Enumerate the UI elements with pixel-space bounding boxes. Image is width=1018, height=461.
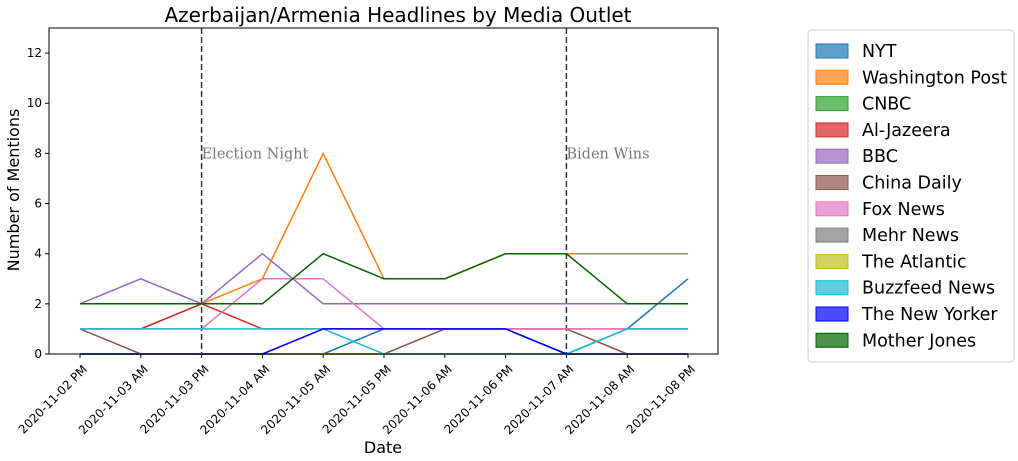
legend-label: Mother Jones: [862, 331, 976, 351]
legend-label: China Daily: [862, 174, 962, 194]
legend-swatch: [815, 96, 849, 112]
legend-label: Al-Jazeera: [862, 121, 951, 141]
y-tick-label: 4: [34, 247, 42, 261]
y-tick-label: 6: [34, 197, 42, 211]
legend-swatch: [815, 227, 849, 243]
legend-label: CNBC: [862, 95, 911, 115]
legend-swatch: [815, 175, 849, 190]
y-tick-label: 0: [34, 347, 42, 361]
chart-title: Azerbaijan/Armenia Headlines by Media Ou…: [164, 3, 631, 27]
legend-swatch: [815, 69, 849, 85]
series-line: [80, 152, 688, 330]
legend-label: Mehr News: [862, 226, 959, 246]
plot-frame: [48, 27, 719, 355]
series-line: [80, 303, 688, 330]
legend-swatch: [815, 280, 849, 296]
legend-label: The Atlantic: [861, 252, 967, 272]
legend-label: Fox News: [862, 200, 945, 220]
series-line: [79, 252, 688, 305]
legend-swatch: [815, 253, 849, 269]
legend-swatch: [815, 122, 849, 138]
legend-box: [807, 29, 1015, 363]
legend-swatch: [815, 306, 849, 322]
legend-label: The New Yorker: [861, 305, 998, 325]
legend-swatch: [815, 43, 849, 59]
legend-label: NYT: [862, 42, 897, 62]
legend: NYT Washington Post CNBC Al-Jazeera BBC China…: [807, 29, 1015, 363]
legend-label: Buzzfeed News: [862, 279, 995, 299]
legend-swatch: [815, 148, 849, 164]
y-axis-label: Number of Mentions: [4, 109, 23, 272]
legend-swatch: [815, 201, 849, 217]
y-tick-label: 2: [34, 297, 42, 311]
y-tick-label: 8: [34, 146, 42, 160]
x-axis-label: Date: [364, 438, 402, 457]
y-tick-label: 10: [27, 96, 42, 110]
series-line: [80, 328, 688, 355]
legend-label: Washington Post: [862, 68, 1007, 88]
series-line: [80, 252, 688, 305]
legend-swatch: [815, 332, 849, 348]
annotation-label: Election Night: [202, 146, 309, 162]
annotation-label: Biden Wins: [566, 146, 649, 162]
legend-label: BBC: [862, 147, 898, 167]
y-tick-label: 12: [27, 46, 42, 60]
